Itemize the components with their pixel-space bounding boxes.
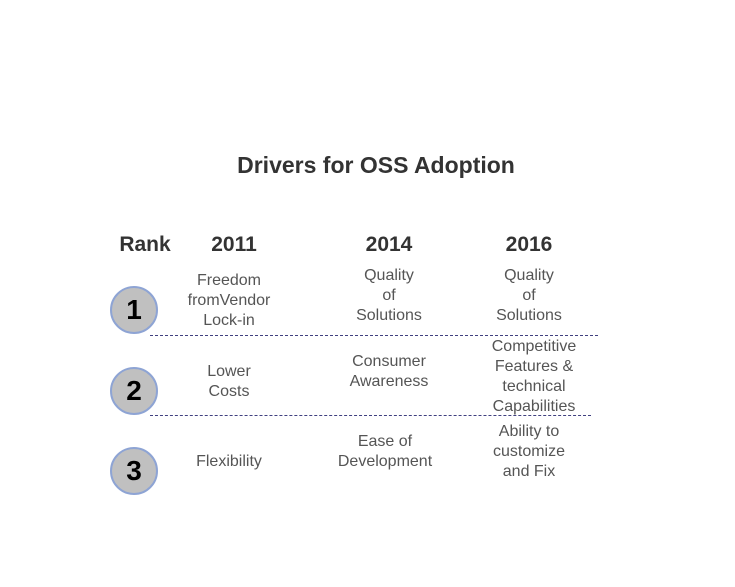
cell-rank2-2014: Consumer Awareness: [349, 353, 429, 390]
header-rank: Rank: [119, 233, 171, 256]
header-year-2014: 2014: [365, 233, 413, 256]
cell-rank1-2014: Quality of Solutions: [356, 267, 422, 324]
rank-badge-2: 2: [110, 367, 158, 415]
cell-rank2-2011: Lower Costs: [207, 363, 251, 400]
cell-rank2-2016: Competitive Features & technical Capabil…: [491, 338, 577, 415]
header-year-2011: 2011: [211, 233, 257, 256]
row-divider: [150, 335, 598, 336]
rank-badge-3: 3: [110, 447, 158, 495]
row-divider: [150, 415, 591, 416]
diagram-title: Drivers for OSS Adoption: [237, 152, 515, 178]
header-year-2016: 2016: [505, 233, 553, 256]
cell-rank3-2014: Ease of Development: [337, 433, 433, 470]
cell-rank1-2016: Quality of Solutions: [496, 267, 562, 324]
cell-rank1-2011: Freedom fromVendor Lock-in: [187, 272, 271, 329]
rank-badge-1: 1: [110, 286, 158, 334]
cell-rank3-2016: Ability to customize and Fix: [492, 423, 566, 480]
cell-rank3-2011: Flexibility: [196, 453, 262, 470]
